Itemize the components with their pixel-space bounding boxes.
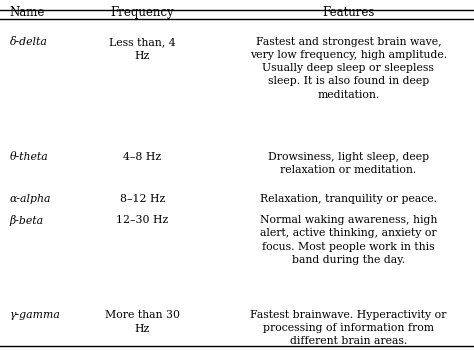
Text: Fastest brainwave. Hyperactivity or
processing of information from
different bra: Fastest brainwave. Hyperactivity or proc… [250, 310, 447, 346]
Text: δ-delta: δ-delta [9, 37, 47, 47]
Text: Frequency: Frequency [110, 6, 174, 19]
Text: α-alpha: α-alpha [9, 194, 51, 204]
Text: Less than, 4
Hz: Less than, 4 Hz [109, 37, 175, 61]
Text: Relaxation, tranquility or peace.: Relaxation, tranquility or peace. [260, 194, 437, 204]
Text: 4–8 Hz: 4–8 Hz [123, 152, 161, 162]
Text: β-beta: β-beta [9, 215, 44, 226]
Text: Name: Name [9, 6, 45, 19]
Text: θ-theta: θ-theta [9, 152, 48, 162]
Text: γ-gamma: γ-gamma [9, 310, 60, 320]
Text: 12–30 Hz: 12–30 Hz [116, 215, 168, 225]
Text: Features: Features [322, 6, 374, 19]
Text: Normal waking awareness, high
alert, active thinking, anxiety or
focus. Most peo: Normal waking awareness, high alert, act… [260, 215, 437, 265]
Text: More than 30
Hz: More than 30 Hz [105, 310, 180, 334]
Text: Drowsiness, light sleep, deep
relaxation or meditation.: Drowsiness, light sleep, deep relaxation… [268, 152, 429, 175]
Text: 8–12 Hz: 8–12 Hz [119, 194, 165, 204]
Text: Fastest and strongest brain wave,
very low frequency, high amplitude.
Usually de: Fastest and strongest brain wave, very l… [250, 37, 447, 99]
